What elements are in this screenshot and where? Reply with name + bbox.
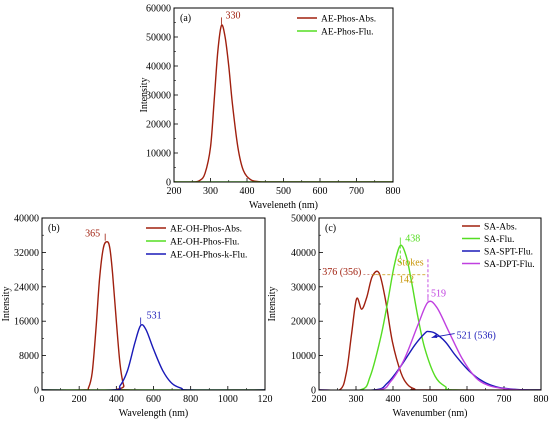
y-tick-label: 40000 (291, 248, 316, 259)
x-tick-label: 120 (258, 394, 273, 405)
legend-entry: AE-OH-Phos-Flu. (170, 238, 239, 248)
y-tick-label: 60000 (146, 4, 171, 15)
y-tick-label: 16000 (14, 317, 39, 328)
series-line-sa-flu- (319, 244, 541, 390)
y-tick-label: 40000 (14, 214, 39, 225)
annotation-label: 142 (399, 275, 414, 286)
y-tick-label: 8000 (19, 351, 39, 362)
x-tick-label: 600 (146, 394, 161, 405)
x-axis-label: Wavelength (nm) (119, 408, 188, 419)
annotation-label: 531 (147, 311, 162, 322)
y-tick-label: 50000 (291, 214, 316, 225)
y-tick-label: 10000 (146, 149, 171, 160)
annotation-arrowhead (431, 334, 438, 339)
legend-entry: AE-Phos-Abs. (321, 15, 376, 25)
y-axis-label: Intensity (267, 287, 278, 322)
annotation-label: 376 (356) (322, 267, 361, 278)
legend-entry: AE-OH-Phos-k-Flu. (170, 251, 247, 261)
legend-entry: AE-Phos-Flu. (321, 28, 374, 38)
legend-entry: SA-Abs. (484, 223, 517, 233)
x-tick-label: 500 (423, 394, 438, 405)
x-tick-label: 800 (534, 394, 549, 405)
y-tick-label: 20000 (146, 120, 171, 131)
series-line-sa-spt-flu- (319, 330, 541, 390)
chart-panel-3: 200 300 400 500 600 700 800 0 10000 20000 30000 400… (267, 214, 549, 420)
series-line-ae-oh-phos-abs- (42, 240, 265, 390)
x-tick-label: 0 (40, 394, 45, 405)
x-tick-label: 800 (183, 394, 198, 405)
y-tick-label: 30000 (291, 282, 316, 293)
panel-label: (c) (325, 223, 336, 234)
series-line-sa-abs- (319, 270, 541, 390)
y-tick-label: 24000 (14, 282, 39, 293)
y-axis-label: Intensity (1, 287, 12, 322)
x-tick-label: 700 (349, 186, 364, 197)
x-tick-label: 200 (167, 186, 182, 197)
x-tick-label: 300 (349, 394, 364, 405)
x-tick-label: 400 (109, 394, 124, 405)
y-tick-label: 0 (34, 386, 39, 397)
annotation-label: Stokes (397, 258, 424, 269)
x-tick-label: 800 (386, 186, 401, 197)
panel-label: (a) (180, 13, 191, 24)
y-tick-label: 50000 (146, 33, 171, 44)
y-tick-label: 40000 (146, 62, 171, 73)
x-tick-label: 700 (497, 394, 512, 405)
series-line-ae-phos-abs- (174, 24, 393, 182)
y-tick-label: 0 (311, 386, 316, 397)
x-tick-label: 500 (276, 186, 291, 197)
y-tick-label: 20000 (291, 317, 316, 328)
x-tick-label: 400 (240, 186, 255, 197)
series-line-sa-dpt-flu- (319, 300, 541, 390)
x-tick-label: 300 (203, 186, 218, 197)
legend-entry: SA-SPT-Flu. (484, 248, 533, 258)
plot-frame (173, 7, 394, 183)
x-axis-label: Waveleneth (nm) (249, 200, 318, 211)
annotation-label: 521 (536) (457, 331, 496, 342)
x-axis-label: Wavenumber (nm) (393, 408, 468, 419)
x-tick-label: 200 (72, 394, 87, 405)
y-tick-label: 32000 (14, 248, 39, 259)
panel-label: (b) (48, 223, 60, 234)
x-tick-label: 1000 (218, 394, 238, 405)
series-line-ae-oh-phos-k-flu- (42, 324, 265, 390)
legend-entry: SA-DPT-Flu. (484, 260, 535, 270)
x-tick-label: 600 (313, 186, 328, 197)
annotation-label: 438 (405, 234, 420, 245)
chart-panel-1: 200 300 400 500 600 700 800 0 10000 20000 30000 400… (139, 4, 401, 212)
legend-entry: SA-Flu. (484, 235, 514, 245)
x-tick-label: 400 (386, 394, 401, 405)
plot-frame (41, 217, 266, 391)
x-tick-label: 200 (312, 394, 327, 405)
x-tick-label: 600 (460, 394, 475, 405)
annotation-label: 330 (225, 10, 240, 21)
legend-entry: AE-OH-Phos-Abs. (170, 225, 242, 235)
y-tick-label: 10000 (291, 351, 316, 362)
annotation-label: 365 (85, 229, 100, 240)
y-axis-label: Intensity (139, 78, 150, 113)
y-tick-label: 0 (166, 178, 171, 189)
annotation-label: 519 (431, 288, 446, 299)
chart-panel-2: 0 200 400 600 800 1000 12008000160002400032000… (1, 214, 273, 420)
y-tick-label: 30000 (146, 91, 171, 102)
plot-frame (318, 217, 542, 391)
